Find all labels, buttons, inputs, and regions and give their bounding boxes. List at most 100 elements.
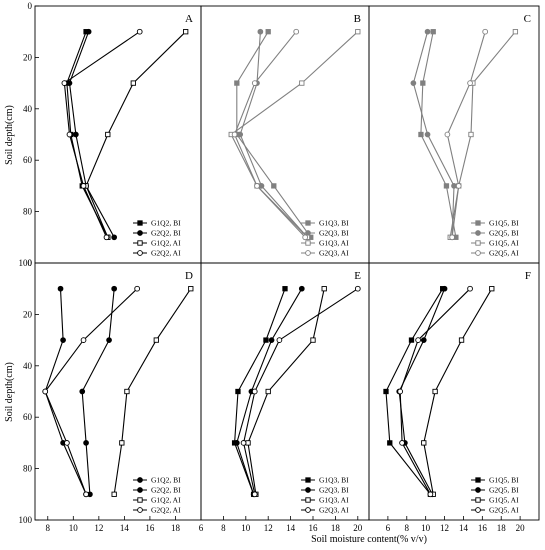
legend-label: G2Q3, AI (319, 249, 349, 258)
data-point (321, 286, 327, 292)
data-point (444, 131, 451, 138)
data-point (482, 28, 489, 35)
legend-label: G2Q5, AI (489, 249, 519, 258)
legend-marker (137, 487, 143, 493)
legend-marker (305, 507, 311, 513)
data-point (231, 131, 238, 138)
x-tick-label: 18 (497, 523, 507, 533)
data-point (111, 285, 118, 292)
legend-label: G2Q3, BI (319, 486, 349, 495)
legend-marker (137, 230, 143, 236)
legend-marker (305, 487, 311, 493)
legend-label: G2Q2, AI (151, 249, 181, 258)
legend-marker (305, 240, 311, 246)
data-point (64, 440, 70, 446)
data-point (124, 388, 130, 395)
legend-marker (475, 240, 481, 246)
x-tick-label: 10 (69, 523, 79, 533)
legend-marker (137, 477, 143, 483)
data-point (254, 183, 260, 189)
data-point (421, 440, 427, 446)
legend-label: G2Q2, AI (151, 506, 181, 515)
data-point (271, 183, 277, 189)
data-point (79, 388, 86, 395)
x-tick-label: 20 (516, 523, 526, 533)
x-tick-label: 18 (171, 523, 181, 533)
x-tick-label: 8 (46, 523, 51, 533)
data-point (119, 440, 125, 446)
panel-letter: C (524, 13, 531, 25)
legend-label: G1Q3, AI (319, 496, 349, 505)
legend-label: G1Q3, AI (319, 239, 349, 248)
legend-label: G2Q3, BI (319, 229, 349, 238)
legend-label: G1Q2, AI (151, 239, 181, 248)
x-tick-label: 8 (405, 523, 410, 533)
legend-label: G2Q5, AI (489, 506, 519, 515)
data-point (443, 183, 450, 189)
data-point (240, 440, 247, 446)
legend-label: G1Q2, BI (151, 219, 181, 228)
data-point (103, 234, 110, 241)
legend-marker (475, 220, 481, 226)
x-tick-label: 16 (145, 523, 155, 533)
data-point (299, 80, 305, 86)
data-point (57, 285, 64, 292)
data-point (263, 337, 269, 343)
data-point (61, 80, 68, 86)
data-point (424, 131, 431, 138)
data-point (408, 337, 415, 343)
data-point (451, 183, 457, 189)
data-point (42, 388, 49, 395)
data-point (420, 337, 427, 343)
data-point (489, 286, 495, 292)
y-tick-label: 40 (23, 361, 33, 371)
legend-marker (475, 250, 481, 256)
legend-label: G2Q2, BI (151, 486, 181, 495)
data-point (512, 29, 519, 35)
data-point (355, 29, 361, 35)
data-point (245, 440, 251, 446)
data-point (293, 28, 300, 35)
data-point (233, 440, 240, 446)
legend-label: G2Q5, BI (489, 486, 519, 495)
legend-marker (475, 487, 481, 493)
panel-letter: D (185, 270, 193, 282)
y-tick-label: 0 (28, 258, 33, 268)
legend-marker (475, 230, 481, 236)
x-tick-label: 12 (94, 523, 103, 533)
data-point (234, 80, 240, 86)
y-tick-label: 20 (23, 52, 33, 62)
data-point (420, 80, 426, 86)
data-point (153, 337, 159, 343)
x-tick-label: 10 (241, 523, 251, 533)
x-tick-label: 12 (440, 523, 449, 533)
data-point (251, 80, 258, 86)
x-tick-label: 14 (459, 523, 469, 533)
y-tick-label: 100 (19, 258, 33, 268)
legend-label: G1Q5, BI (489, 476, 519, 485)
data-point (430, 29, 436, 35)
data-point (468, 131, 474, 138)
data-point (136, 28, 143, 35)
x-tick-label: 18 (331, 523, 341, 533)
data-point (235, 388, 241, 395)
data-point (397, 388, 404, 395)
data-point (441, 285, 448, 292)
legend-label: G2Q5, BI (489, 229, 519, 238)
data-point (268, 337, 275, 343)
y-tick-label: 60 (23, 412, 33, 422)
data-point (73, 131, 79, 138)
x-tick-label: 20 (353, 523, 363, 533)
data-point (424, 28, 431, 35)
data-point (383, 388, 389, 395)
data-point (410, 80, 417, 86)
data-point (418, 131, 424, 138)
data-point (310, 337, 316, 343)
data-point (83, 491, 89, 498)
y-tick-label: 80 (23, 207, 33, 217)
data-point (387, 440, 393, 446)
